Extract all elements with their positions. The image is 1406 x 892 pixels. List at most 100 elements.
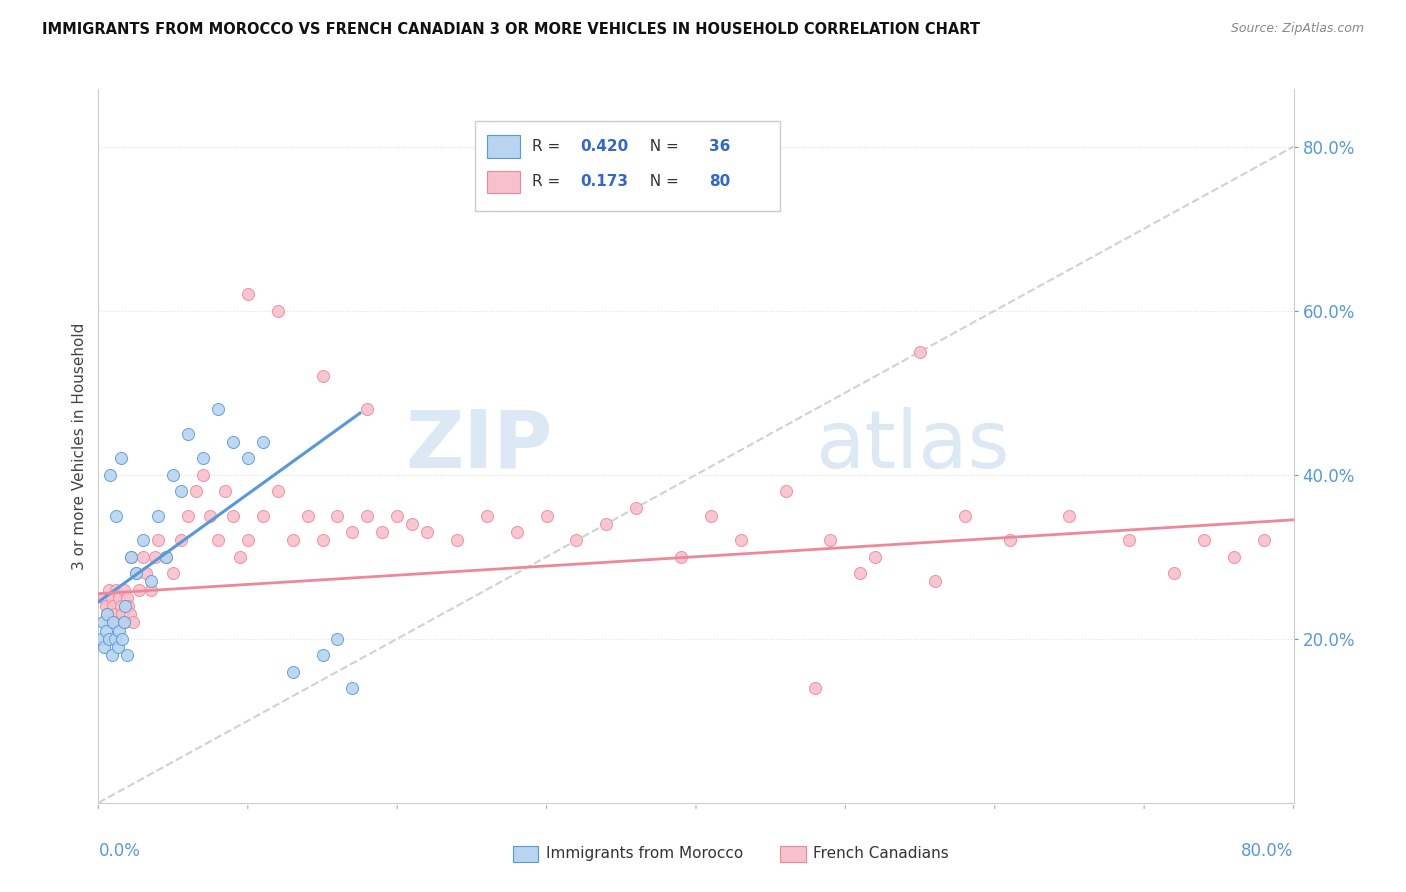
Point — [311, 648, 333, 662]
Point — [730, 533, 752, 548]
Point — [125, 566, 148, 581]
Point — [94, 599, 117, 613]
Text: 80.0%: 80.0% — [1241, 842, 1294, 860]
Point — [111, 607, 134, 622]
Point — [105, 582, 128, 597]
Point — [326, 508, 349, 523]
Y-axis label: 3 or more Vehicles in Household: 3 or more Vehicles in Household — [72, 322, 87, 570]
Point — [200, 508, 222, 523]
Point — [804, 681, 827, 695]
Point — [94, 624, 117, 638]
Point — [98, 467, 122, 482]
Point — [104, 607, 127, 622]
Text: Immigrants from Morocco: Immigrants from Morocco — [546, 847, 742, 861]
Point — [222, 508, 245, 523]
Point — [297, 508, 319, 523]
Point — [229, 549, 252, 564]
Point — [97, 582, 120, 597]
Point — [506, 525, 529, 540]
Point — [207, 533, 229, 548]
Point — [281, 665, 304, 679]
Bar — [486, 135, 520, 158]
Point — [139, 582, 162, 597]
Point — [342, 681, 364, 695]
Text: ZIP: ZIP — [405, 407, 553, 485]
Point — [1192, 533, 1215, 548]
Point — [162, 467, 184, 482]
Point — [169, 484, 191, 499]
Point — [104, 632, 127, 646]
Point — [114, 599, 136, 613]
Point — [908, 344, 931, 359]
Point — [184, 484, 207, 499]
Point — [115, 648, 138, 662]
Point — [311, 533, 333, 548]
Point — [626, 500, 648, 515]
Text: 36: 36 — [709, 139, 731, 153]
Point — [191, 467, 214, 482]
Point — [416, 525, 439, 540]
Point — [849, 566, 872, 581]
Point — [97, 632, 120, 646]
Text: French Canadians: French Canadians — [813, 847, 949, 861]
Point — [148, 508, 170, 523]
Point — [103, 599, 125, 613]
Text: N =: N = — [640, 139, 683, 153]
Text: R =: R = — [533, 175, 565, 189]
Point — [120, 549, 142, 564]
Bar — [475, 121, 780, 211]
Text: IMMIGRANTS FROM MOROCCO VS FRENCH CANADIAN 3 OR MORE VEHICLES IN HOUSEHOLD CORRE: IMMIGRANTS FROM MOROCCO VS FRENCH CANADI… — [42, 22, 980, 37]
Point — [121, 615, 143, 630]
Point — [120, 549, 142, 564]
Point — [155, 549, 177, 564]
Point — [128, 582, 150, 597]
Point — [117, 599, 139, 613]
Point — [998, 533, 1021, 548]
Point — [1223, 549, 1246, 564]
Point — [162, 566, 184, 581]
Text: 0.0%: 0.0% — [98, 842, 141, 860]
Point — [775, 484, 797, 499]
Text: atlas: atlas — [815, 407, 1010, 485]
Point — [118, 607, 141, 622]
Point — [669, 549, 692, 564]
Text: 0.420: 0.420 — [581, 139, 628, 153]
Point — [96, 607, 118, 622]
Point — [96, 607, 118, 622]
Point — [222, 434, 245, 449]
Point — [252, 434, 274, 449]
Point — [475, 508, 498, 523]
Point — [107, 640, 129, 654]
Point — [93, 591, 115, 605]
Point — [132, 533, 155, 548]
Point — [90, 632, 112, 646]
Text: 0.173: 0.173 — [581, 175, 628, 189]
Point — [236, 533, 259, 548]
Point — [191, 451, 214, 466]
Point — [177, 426, 200, 441]
Point — [155, 549, 177, 564]
Point — [108, 591, 131, 605]
Text: Source: ZipAtlas.com: Source: ZipAtlas.com — [1230, 22, 1364, 36]
Point — [107, 615, 129, 630]
Point — [135, 566, 157, 581]
Point — [565, 533, 588, 548]
Point — [924, 574, 946, 589]
Point — [108, 624, 131, 638]
Point — [132, 549, 155, 564]
Point — [169, 533, 191, 548]
Point — [103, 615, 125, 630]
Point — [110, 451, 132, 466]
Point — [820, 533, 842, 548]
Point — [267, 303, 290, 318]
Point — [1253, 533, 1275, 548]
Point — [148, 533, 170, 548]
Point — [139, 574, 162, 589]
Point — [1118, 533, 1140, 548]
Point — [401, 516, 423, 531]
Point — [93, 640, 115, 654]
Point — [342, 525, 364, 540]
Point — [252, 508, 274, 523]
Point — [114, 615, 136, 630]
Point — [112, 615, 135, 630]
